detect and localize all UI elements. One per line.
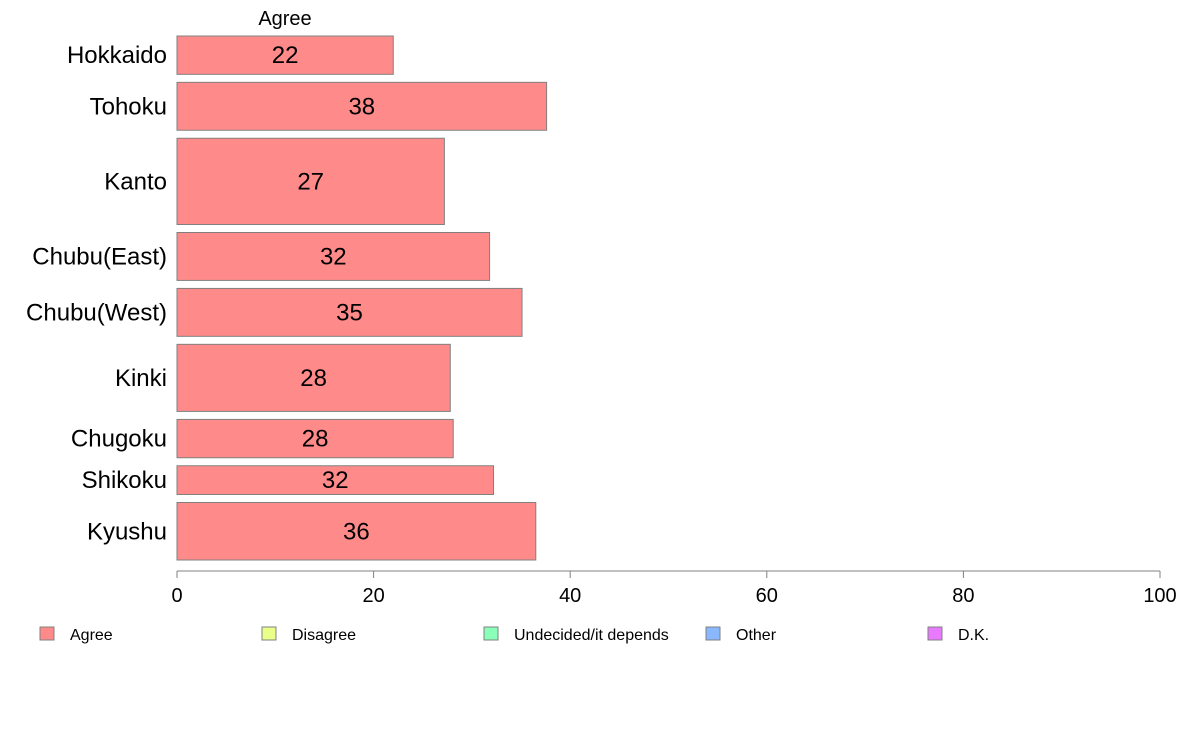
category-labels: Hokkaido Tohoku Kanto Chubu(East) Chubu(West… [26,42,167,545]
x-tick-label-3: 60 [756,585,778,607]
bar-value-label-0: 22 [272,42,299,69]
bar-7 [176,465,495,495]
legend-label-4: D.K. [958,627,989,644]
bar-value-label-8: 36 [343,518,370,545]
legend-label-1: Disagree [292,627,356,644]
category-label-6: Chugoku [71,426,167,453]
legend-swatch-2 [483,626,499,641]
bar-value-label-4: 35 [336,299,363,326]
category-label-7: Shikoku [82,467,167,494]
x-axis: 0 20 40 60 80 100 [171,570,1177,607]
legend-swatch-0 [39,626,55,641]
x-tick-label-1: 20 [362,585,384,607]
bar-value-label-5: 28 [300,365,327,392]
category-label-5: Kinki [115,365,167,392]
bar-6 [176,418,454,459]
bar-value-label-7: 32 [322,467,349,494]
series-title: Agree [258,8,311,30]
category-label-2: Kanto [104,168,167,195]
category-label-8: Kyushu [87,518,167,545]
bar-3 [176,232,491,281]
category-label-0: Hokkaido [67,42,167,69]
bar-8 [176,502,537,561]
legend: Agree Disagree Undecided/it depends Other D.… [39,626,989,644]
bar-0 [176,35,394,75]
x-tick-label-2: 40 [559,585,581,607]
category-label-4: Chubu(West) [26,299,167,326]
x-tick-label-5: 100 [1143,585,1176,607]
x-tick-label-4: 80 [952,585,974,607]
legend-swatch-3 [705,626,721,641]
bar-value-label-2: 27 [297,168,324,195]
bar-value-label-3: 32 [320,243,347,270]
bar-2 [176,137,445,225]
bar-1 [176,81,548,131]
bar-4 [176,287,523,337]
legend-swatch-4 [927,626,943,641]
bar-value-label-6: 28 [302,426,329,453]
category-label-1: Tohoku [90,93,167,120]
legend-label-3: Other [736,627,777,644]
category-label-3: Chubu(East) [32,243,167,270]
x-tick-label-0: 0 [171,585,182,607]
bars-layer: 22 38 27 32 35 28 28 32 36 [176,35,548,561]
legend-label-2: Undecided/it depends [514,627,669,644]
bar-value-label-1: 38 [348,93,375,120]
legend-label-0: Agree [70,627,113,644]
legend-swatch-1 [261,626,277,641]
bar-5 [176,343,451,412]
